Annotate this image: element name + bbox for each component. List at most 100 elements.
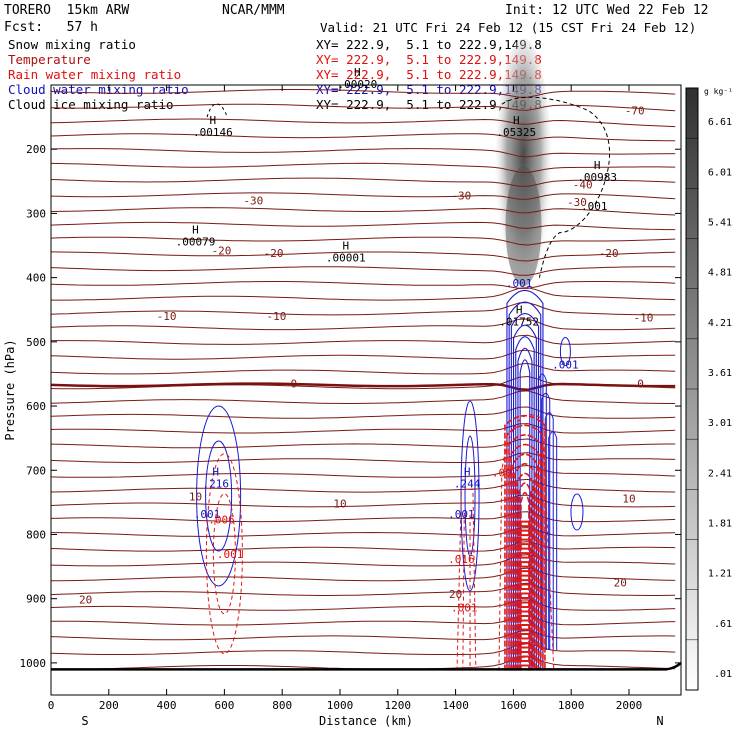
extremum-value: .00	[492, 466, 512, 479]
isotherm	[50, 148, 676, 158]
cloud-water-contour	[544, 411, 554, 651]
isotherm	[50, 406, 676, 419]
x-tick-label: 2000	[616, 699, 643, 712]
cloud-water-contour	[517, 347, 533, 670]
isotherm-label: -20	[264, 247, 284, 260]
colorbar-level-label: 4.81	[708, 268, 732, 279]
rain-water-contour	[514, 463, 536, 671]
y-tick-label: 800	[26, 528, 46, 541]
x-tick-label: 400	[157, 699, 177, 712]
isotherm-label: 0	[637, 378, 644, 391]
extremum-value: .001	[194, 508, 221, 521]
isotherm-label: 0	[290, 378, 297, 391]
extremum-marker: H	[342, 239, 349, 252]
y-tick-label: 900	[26, 593, 46, 606]
isotherm	[50, 162, 676, 174]
x-tick-label: 1200	[385, 699, 412, 712]
rain-water-contour	[462, 514, 471, 671]
cloud-water-contour	[464, 435, 476, 557]
cloud-water-contour	[506, 289, 544, 670]
x-tick-label: 200	[99, 699, 119, 712]
isotherm	[50, 582, 676, 596]
colorbar-level-label: 1.81	[708, 518, 732, 529]
extremum-marker: H	[212, 465, 219, 478]
colorbar-level-label: 6.61	[708, 117, 732, 128]
model-name: TORERO 15km ARW	[4, 3, 130, 18]
x-tick-label: 0	[48, 699, 55, 712]
isotherm-label: -70	[625, 105, 645, 118]
x-tick-label: 800	[272, 699, 292, 712]
rain-water-contour	[212, 493, 236, 615]
isotherm	[50, 452, 676, 464]
terrain-line	[51, 661, 682, 671]
organization: NCAR/MMM	[222, 3, 285, 18]
colorbar-level-label: 5.41	[708, 217, 732, 228]
legend-label-snow: Snow mixing ratio	[8, 37, 136, 52]
isotherm-label: 10	[333, 498, 346, 511]
isotherm-label: -30	[243, 195, 263, 208]
cloud-water-contour	[512, 324, 537, 670]
isotherm-label: -20	[212, 245, 232, 258]
extremum-value: .00001	[326, 251, 366, 264]
isotherm-label: -30	[451, 189, 471, 202]
isotherm	[50, 478, 676, 493]
isotherm-label: 10	[622, 493, 635, 506]
isotherm	[50, 438, 676, 449]
isotherm	[50, 656, 676, 670]
isotherm	[51, 334, 676, 345]
isotherm-label: -10	[157, 310, 177, 323]
colorbar-level-label: 2.41	[708, 468, 732, 479]
y-tick-label: 300	[26, 207, 46, 220]
extremum-marker: H	[210, 114, 217, 127]
colorbar-level-label: 4.21	[708, 318, 732, 329]
isotherm	[51, 615, 676, 626]
legend-label-rain: Rain water mixing ratio	[8, 67, 182, 82]
isotherm	[51, 567, 676, 582]
x-axis-label: Distance (km)	[319, 714, 413, 728]
extremum-value: .244	[454, 477, 481, 490]
y-tick-label: 200	[26, 143, 46, 156]
isotherm	[50, 554, 676, 567]
isotherm-label: -30	[567, 196, 587, 209]
isotherm-label: -40	[573, 179, 593, 192]
isotherm	[50, 630, 676, 641]
extremum-value: .00146	[193, 126, 233, 139]
isotherm	[50, 599, 676, 611]
forecast-hour: Fcst: 57 h	[4, 20, 98, 35]
isotherm	[50, 318, 676, 331]
isotherm-label: 20	[79, 593, 92, 606]
extremum-marker: H	[513, 114, 520, 127]
isotherm	[50, 89, 676, 98]
cloud-water-contour	[196, 405, 242, 587]
rain-water-contour	[516, 472, 534, 671]
extremum-marker: H	[464, 465, 471, 478]
isotherm	[50, 251, 676, 262]
rain-water-contour	[508, 434, 542, 671]
rain-water-contour	[456, 489, 477, 671]
cloud-water-contour	[541, 392, 551, 651]
cloud-water-contour	[570, 493, 584, 531]
cloud-ice-contour	[501, 96, 611, 278]
isotherm	[50, 464, 676, 478]
isotherm-label: -20	[599, 247, 619, 260]
colorbar-level-label: 1.21	[708, 569, 732, 580]
extremum-value: .001	[581, 200, 608, 213]
extremum-value: .01752	[499, 316, 539, 329]
rain-water-contour	[498, 414, 555, 671]
x-tick-label: 1400	[442, 699, 469, 712]
isotherm	[50, 133, 676, 142]
north-label: N	[656, 714, 663, 728]
isotherm	[50, 207, 676, 216]
colorbar-unit: g kg⁻¹	[704, 87, 733, 96]
y-tick-label: 600	[26, 400, 46, 413]
plot-frame	[50, 84, 682, 696]
isotherm	[50, 643, 676, 655]
isotherm	[50, 302, 676, 316]
isotherm-label: 20	[614, 577, 627, 590]
y-tick-label: 1000	[20, 657, 47, 670]
extremum-value: .05325	[496, 126, 536, 139]
isotherm	[50, 118, 676, 128]
y-tick-label: 400	[26, 272, 46, 285]
isotherm	[50, 221, 676, 231]
